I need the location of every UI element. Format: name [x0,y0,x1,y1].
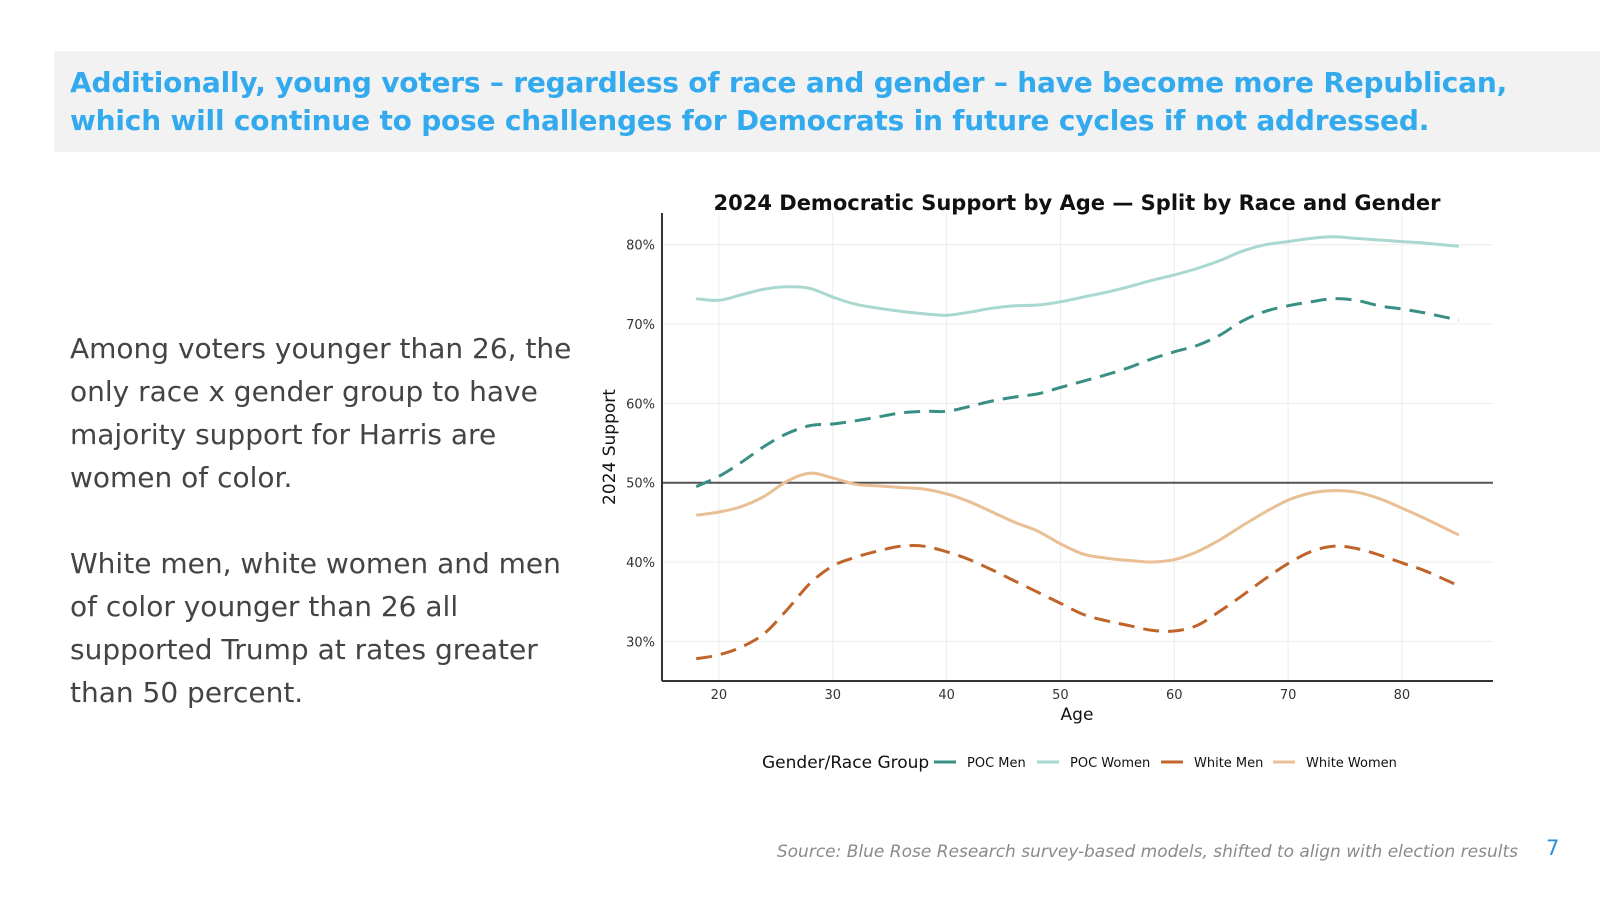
legend: Gender/Race Group POC Men POC Women White … [762,753,1397,773]
x-axis-label: Age [1061,705,1094,725]
x-tick-label: 40 [938,688,955,703]
legend-title: Gender/Race Group [762,753,929,773]
x-tick-label: 20 [711,688,728,703]
legend-label-white-men: White Men [1194,756,1263,771]
legend-label-white-women: White Women [1306,756,1397,771]
header-band [54,51,1600,152]
y-tick-label: 50% [626,477,655,492]
body-text: Among voters younger than 26, the only r… [70,327,590,757]
series-line-poc-women [696,235,1459,317]
y-tick-label: 40% [626,556,655,571]
x-tick-label: 30 [824,688,841,703]
series-line-white-women [695,471,1460,564]
legend-label-poc-men: POC Men [967,756,1026,771]
paragraph-young-voters: Among voters younger than 26, the only r… [70,332,572,494]
paragraph-trump-support: White men, white women and men of color … [70,547,561,709]
y-axis-label: 2024 Support [600,389,620,505]
y-tick-label: 70% [626,318,655,333]
series-line-white-men [695,544,1460,661]
slide-headline: Additionally, young voters – regardless … [70,66,1508,137]
y-tick-labels: 30% 40% 50% 60% 70% 80% [626,239,655,651]
x-tick-label: 50 [1052,688,1069,703]
y-tick-label: 60% [626,397,655,412]
series-line-poc-men [695,297,1460,489]
source-note: Source: Blue Rose Research survey-based … [776,842,1518,862]
x-tick-label: 70 [1280,688,1297,703]
x-tick-labels: 20 30 40 50 60 70 80 [711,688,1411,703]
y-tick-label: 80% [626,239,655,254]
x-tick-label: 80 [1394,688,1411,703]
x-tick-label: 60 [1166,688,1183,703]
line-chart: 2024 Democratic Support by Age — Split b… [600,191,1493,773]
y-tick-label: 30% [626,635,655,650]
chart-title: 2024 Democratic Support by Age — Split b… [714,191,1442,215]
series-lines [695,235,1460,661]
page-number: 7 [1546,836,1560,860]
legend-label-poc-women: POC Women [1070,756,1150,771]
